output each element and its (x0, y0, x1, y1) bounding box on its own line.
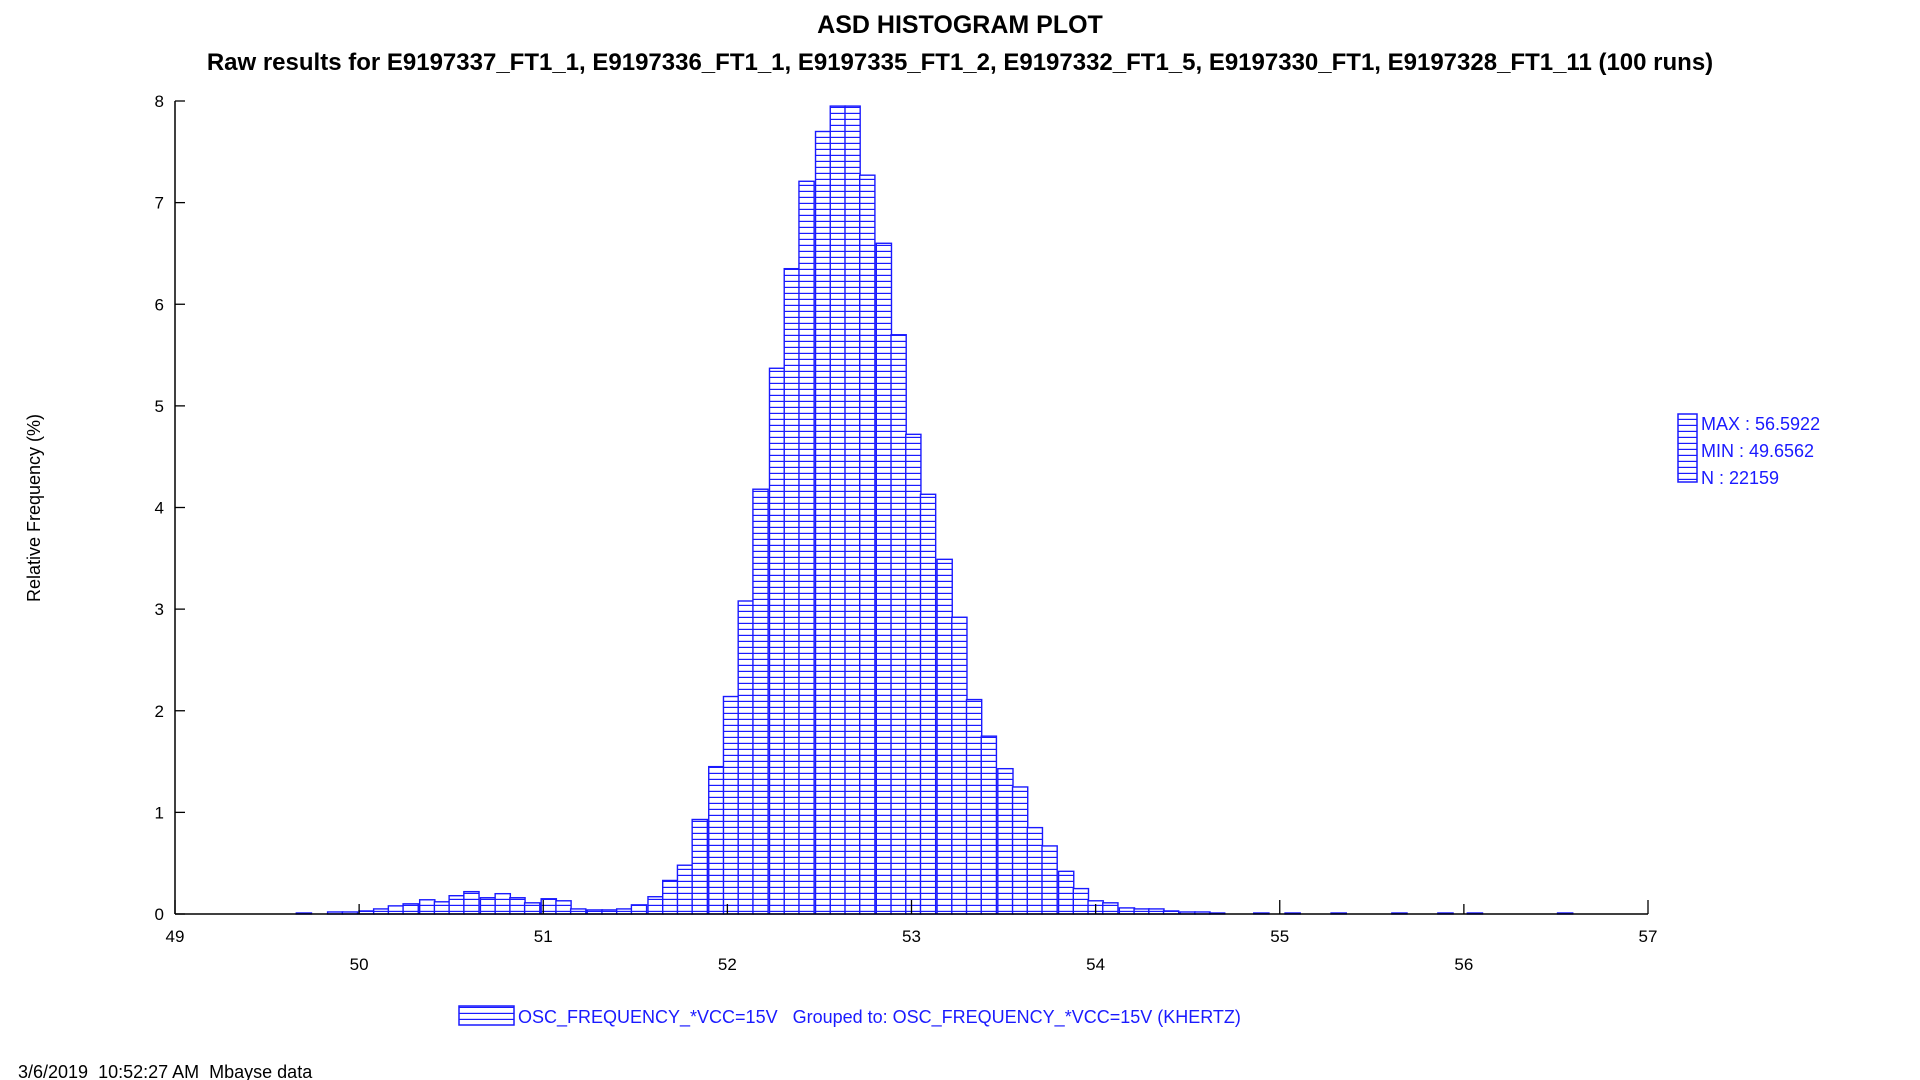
histogram-bar (523, 902, 541, 915)
stats-n: N : 22159 (1701, 468, 1779, 488)
histogram-bar (844, 105, 861, 915)
y-tick-label: 6 (155, 295, 164, 314)
histogram-bar (463, 890, 480, 915)
y-tick-label: 0 (155, 905, 164, 924)
y-tick-label: 2 (155, 702, 164, 721)
histogram-bars (295, 105, 1574, 915)
x-tick-label: 57 (1639, 927, 1658, 946)
histogram-bar (722, 695, 740, 915)
histogram-bar (752, 488, 769, 915)
histogram-bar (509, 897, 526, 915)
x-tick-label: 53 (902, 927, 921, 946)
y-tick-label: 3 (155, 600, 164, 619)
histogram-bar (1026, 826, 1044, 915)
histogram-bar (890, 334, 907, 915)
x-tick-label: 56 (1454, 955, 1473, 974)
stats-legend: MAX : 56.5922 MIN : 49.6562 N : 22159 (1677, 413, 1820, 488)
legend-swatch (458, 1005, 515, 1026)
histogram-bar (630, 904, 648, 915)
y-tick-label: 4 (155, 499, 164, 518)
y-axis-label: Relative Frequency (%) (24, 414, 44, 602)
histogram-bar (372, 908, 390, 915)
histogram-bar (1011, 786, 1029, 915)
histogram-bar (647, 896, 664, 915)
x-tick-label: 51 (534, 927, 553, 946)
y-tick-label: 8 (155, 92, 164, 111)
histogram-bar (433, 901, 451, 915)
histogram-bar (1072, 887, 1090, 915)
histogram-bar (1057, 870, 1075, 915)
y-tick-label: 1 (155, 803, 164, 822)
histogram-bar (1148, 908, 1165, 915)
histogram-bar (919, 493, 937, 915)
histogram-bar (951, 616, 968, 915)
histogram-bar (859, 174, 876, 915)
histogram-bar (980, 735, 998, 915)
histogram-bar (1102, 902, 1119, 915)
histogram-bar (875, 242, 893, 915)
histogram-bar (691, 818, 709, 915)
y-tick-label: 7 (155, 194, 164, 213)
histogram-bar (1118, 907, 1136, 915)
histogram-bar (569, 908, 587, 915)
histogram-bar (494, 892, 512, 915)
chart-title: ASD HISTOGRAM PLOT (817, 11, 1103, 39)
histogram-bar (905, 433, 922, 915)
x-tick-label: 52 (718, 955, 737, 974)
stats-swatch (1677, 413, 1698, 483)
histogram-bar (708, 765, 725, 915)
histogram-bar (1041, 845, 1058, 915)
x-tick-label: 54 (1086, 955, 1105, 974)
x-tick-label: 49 (166, 927, 185, 946)
histogram-bar (936, 558, 953, 915)
chart-legend: OSC_FREQUENCY_*VCC=15V Grouped to: OSC_F… (458, 1005, 1241, 1028)
histogram-bar (448, 895, 466, 915)
histogram-bar (555, 900, 572, 915)
histogram-bar (662, 879, 679, 915)
legend-label: OSC_FREQUENCY_*VCC=15V Grouped to: OSC_F… (518, 1007, 1241, 1028)
stats-min: MIN : 49.6562 (1701, 441, 1814, 461)
histogram-bar (814, 130, 832, 915)
histogram-bar (402, 903, 419, 915)
x-tick-label: 55 (1270, 927, 1289, 946)
histogram-bar (387, 905, 405, 915)
histogram-bar (965, 698, 983, 915)
y-axis-ticks: 0 1 2 3 4 5 6 7 8 (155, 92, 185, 924)
histogram-bar (798, 180, 815, 915)
histogram-bar (737, 600, 755, 915)
histogram-bar (676, 864, 694, 915)
y-tick-label: 5 (155, 397, 164, 416)
x-axis-ticks: 49 51 53 55 57 50 52 54 56 (166, 900, 1658, 974)
chart-subtitle: Raw results for E9197337_FT1_1, E9197336… (207, 49, 1713, 76)
histogram-bar (1133, 908, 1150, 915)
histogram-bar (997, 767, 1014, 915)
histogram-bar (479, 897, 497, 915)
histogram-bar (768, 367, 786, 915)
stats-max: MAX : 56.5922 (1701, 414, 1820, 434)
histogram-bar (418, 899, 436, 915)
footer-timestamp: 3/6/2019 10:52:27 AM Mbayse data (18, 1062, 313, 1080)
histogram-bar (615, 908, 633, 915)
histogram-bar (783, 267, 801, 915)
x-tick-label: 50 (350, 955, 369, 974)
histogram-bar (829, 105, 847, 915)
